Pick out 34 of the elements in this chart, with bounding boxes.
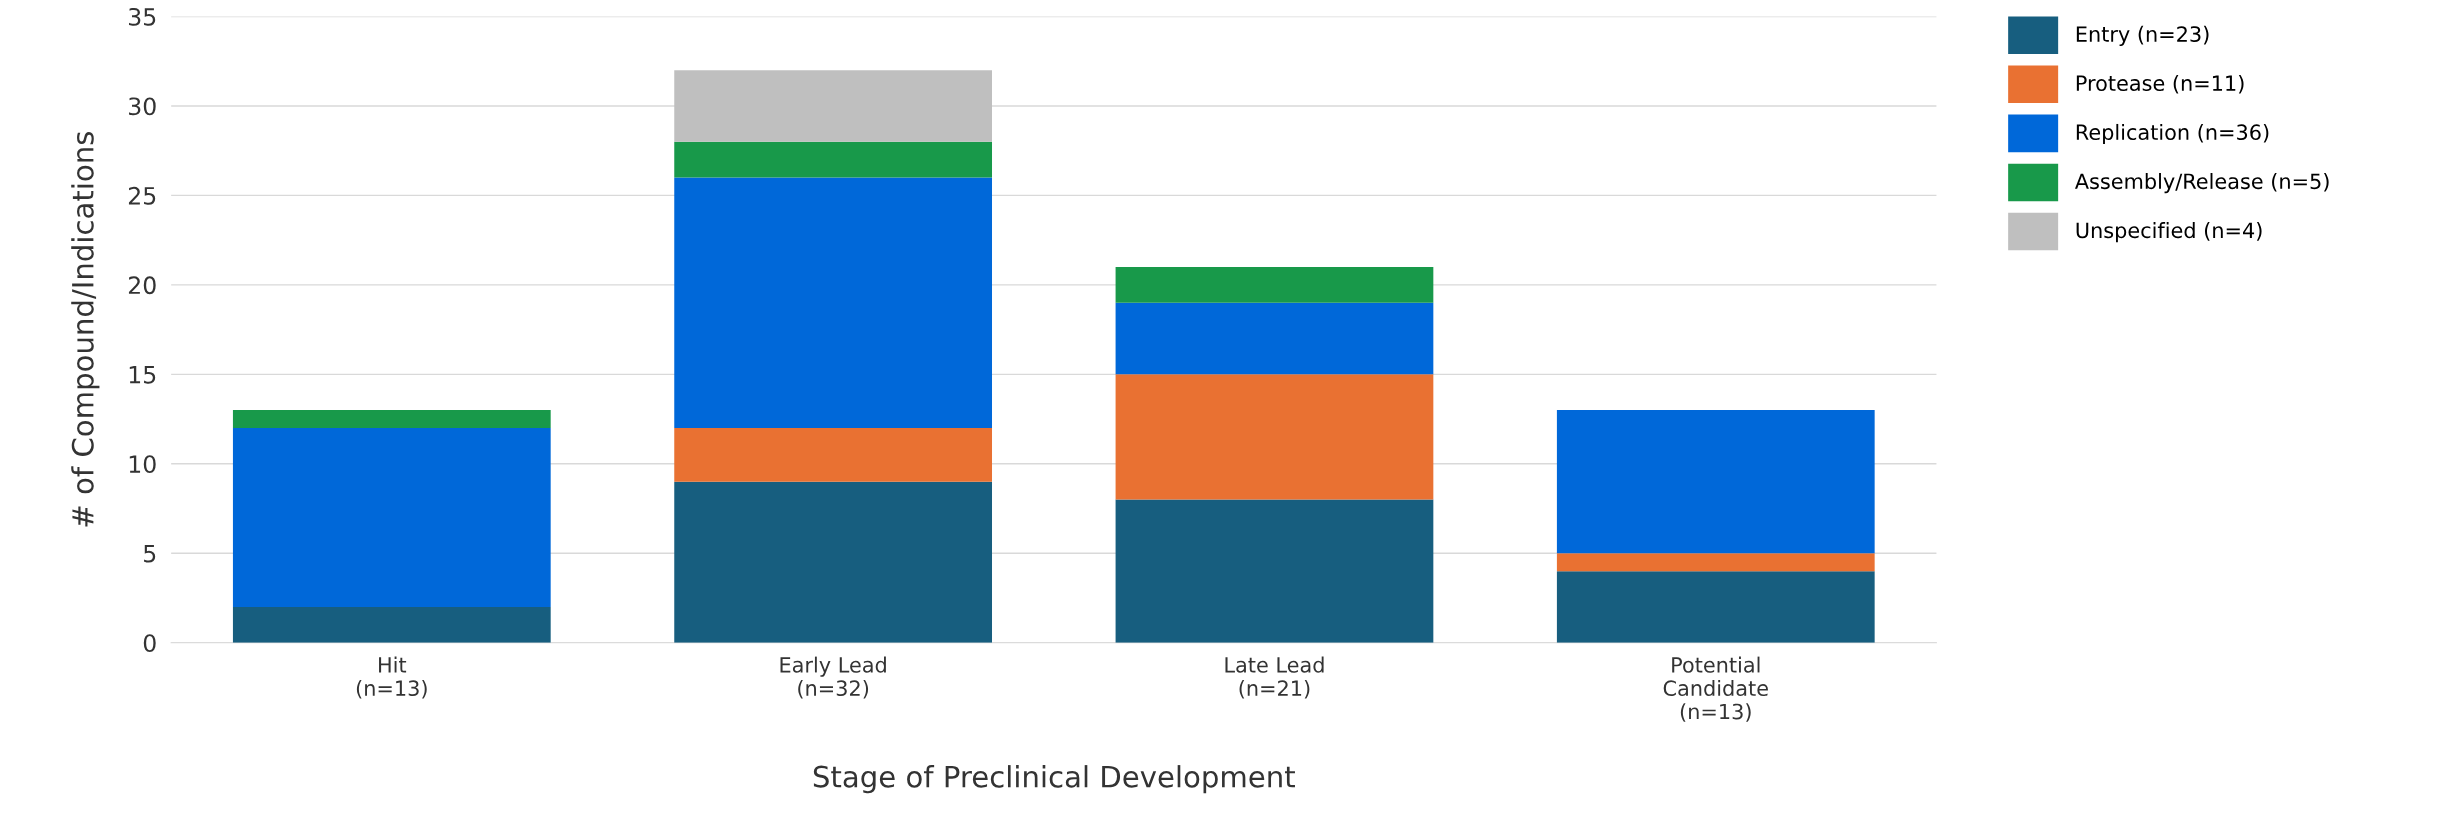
bar <box>1115 374 1434 500</box>
y-tick-label: 5 <box>144 545 156 563</box>
y-tick-label: 10 <box>129 455 156 474</box>
bar <box>1556 571 1875 643</box>
bar <box>1556 410 1875 554</box>
legend-label: Protease (n=11) <box>2076 74 2244 94</box>
x-axis-title: Stage of Preclinical Development <box>813 765 1295 794</box>
y-tick-label: 25 <box>128 186 156 205</box>
x-tick-label: Late Lead (n=21) <box>1225 656 1324 699</box>
legend-label: Replication (n=36) <box>2076 123 2269 145</box>
x-tick-label: Potential Candidate (n=13) <box>1663 656 1768 722</box>
bar <box>232 606 551 643</box>
bar <box>1115 302 1434 375</box>
x-tick-label: Early Lead (n=32) <box>780 656 886 699</box>
y-tick-label: 35 <box>129 7 156 26</box>
bar <box>232 428 551 607</box>
bar <box>1115 499 1434 643</box>
y-tick-label: 20 <box>128 276 156 295</box>
legend-label: Assembly/Release (n=5) <box>2074 173 2329 194</box>
y-tick-label: 0 <box>143 634 156 653</box>
x-tick-label: Hit (n=13) <box>356 656 427 699</box>
y-tick-label: 30 <box>129 97 156 116</box>
bar <box>1115 266 1434 303</box>
legend-label: Unspecified (n=4) <box>2076 222 2262 243</box>
bar <box>674 481 993 643</box>
bar <box>232 410 551 429</box>
bar <box>674 428 993 482</box>
bar <box>674 177 993 429</box>
bar <box>1556 553 1875 572</box>
legend-label: Entry (n=23) <box>2076 25 2209 46</box>
y-tick-label: 15 <box>129 366 156 384</box>
bar <box>674 141 993 178</box>
bar <box>674 70 993 142</box>
y-axis-title: # of Compound/Indications <box>71 131 100 527</box>
